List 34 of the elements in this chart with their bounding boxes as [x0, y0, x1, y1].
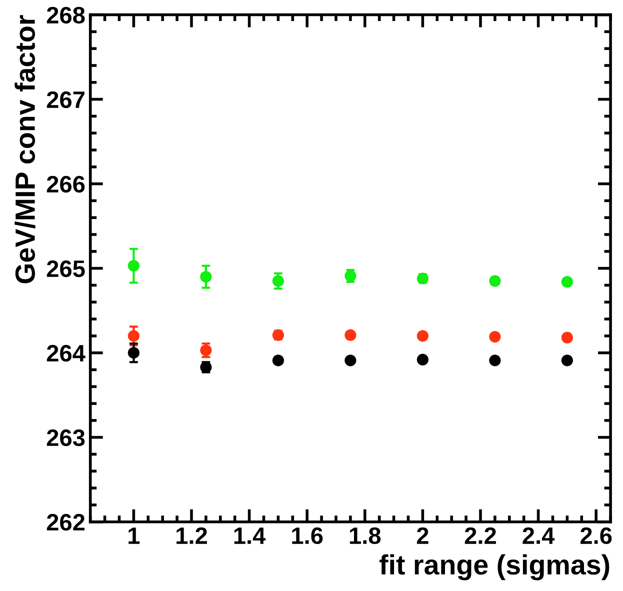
x-axis-title: fit range (sigmas) — [380, 554, 610, 580]
point — [416, 354, 428, 366]
y-tick-label: 266 — [46, 176, 85, 193]
point — [200, 270, 212, 283]
y-tick-label: 265 — [46, 260, 85, 278]
point — [561, 276, 573, 288]
x-tick-label: 2.2 — [464, 527, 496, 544]
x-tick-label: 2 — [416, 527, 428, 544]
point — [128, 260, 140, 272]
x-tick-label: 1.8 — [350, 527, 381, 544]
y-tick-label: 267 — [46, 91, 84, 108]
point — [416, 330, 428, 342]
point — [344, 329, 356, 341]
x-tick-label: 1.6 — [292, 527, 323, 544]
x-tick-label: 1.2 — [176, 527, 207, 544]
x-tick-label: 1 — [128, 528, 140, 544]
point — [489, 330, 501, 343]
point — [561, 332, 573, 344]
y-tick-label: 262 — [46, 514, 85, 531]
point — [128, 330, 140, 342]
y-tick-label: 264 — [46, 344, 86, 362]
point — [561, 354, 573, 366]
point — [489, 275, 501, 287]
x-tick-label: 1.4 — [234, 528, 266, 544]
y-tick-label: 263 — [46, 429, 85, 446]
x-tick-label: 2.4 — [522, 527, 555, 544]
x-tick-label: 2.6 — [580, 527, 612, 544]
point — [272, 275, 284, 287]
point — [272, 354, 284, 366]
y-axis-title: GeV/MIP conv factor — [14, 15, 36, 284]
point — [344, 354, 356, 366]
point — [128, 347, 140, 359]
y-tick-label: 268 — [46, 6, 85, 24]
point — [489, 354, 501, 366]
